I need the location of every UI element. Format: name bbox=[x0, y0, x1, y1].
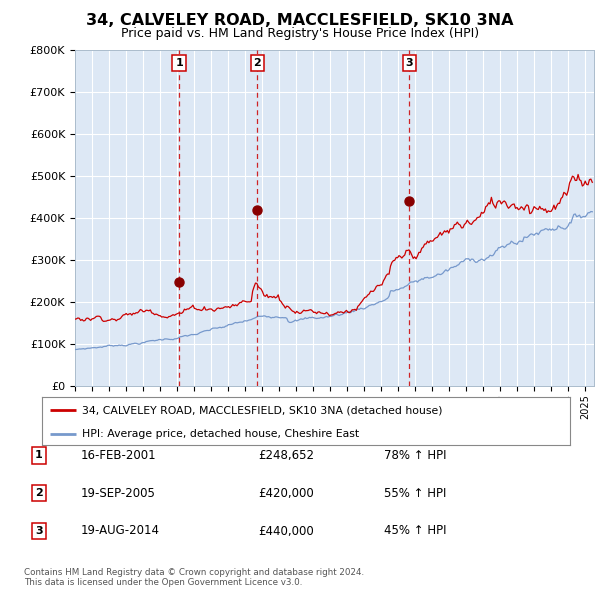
Text: 3: 3 bbox=[35, 526, 43, 536]
Text: £420,000: £420,000 bbox=[258, 487, 314, 500]
Text: £248,652: £248,652 bbox=[258, 449, 314, 462]
Text: £440,000: £440,000 bbox=[258, 525, 314, 537]
Text: 2: 2 bbox=[35, 489, 43, 498]
Text: 16-FEB-2001: 16-FEB-2001 bbox=[81, 449, 157, 462]
Text: 34, CALVELEY ROAD, MACCLESFIELD, SK10 3NA (detached house): 34, CALVELEY ROAD, MACCLESFIELD, SK10 3N… bbox=[82, 405, 442, 415]
Text: HPI: Average price, detached house, Cheshire East: HPI: Average price, detached house, Ches… bbox=[82, 430, 359, 440]
Text: 19-AUG-2014: 19-AUG-2014 bbox=[81, 525, 160, 537]
Text: 3: 3 bbox=[406, 58, 413, 68]
Text: 1: 1 bbox=[35, 451, 43, 460]
Text: Contains HM Land Registry data © Crown copyright and database right 2024.
This d: Contains HM Land Registry data © Crown c… bbox=[24, 568, 364, 587]
Text: 2: 2 bbox=[254, 58, 261, 68]
Text: 55% ↑ HPI: 55% ↑ HPI bbox=[384, 487, 446, 500]
Text: 78% ↑ HPI: 78% ↑ HPI bbox=[384, 449, 446, 462]
Text: 34, CALVELEY ROAD, MACCLESFIELD, SK10 3NA: 34, CALVELEY ROAD, MACCLESFIELD, SK10 3N… bbox=[86, 13, 514, 28]
Text: 1: 1 bbox=[175, 58, 183, 68]
Text: Price paid vs. HM Land Registry's House Price Index (HPI): Price paid vs. HM Land Registry's House … bbox=[121, 27, 479, 40]
Text: 19-SEP-2005: 19-SEP-2005 bbox=[81, 487, 156, 500]
Text: 45% ↑ HPI: 45% ↑ HPI bbox=[384, 525, 446, 537]
